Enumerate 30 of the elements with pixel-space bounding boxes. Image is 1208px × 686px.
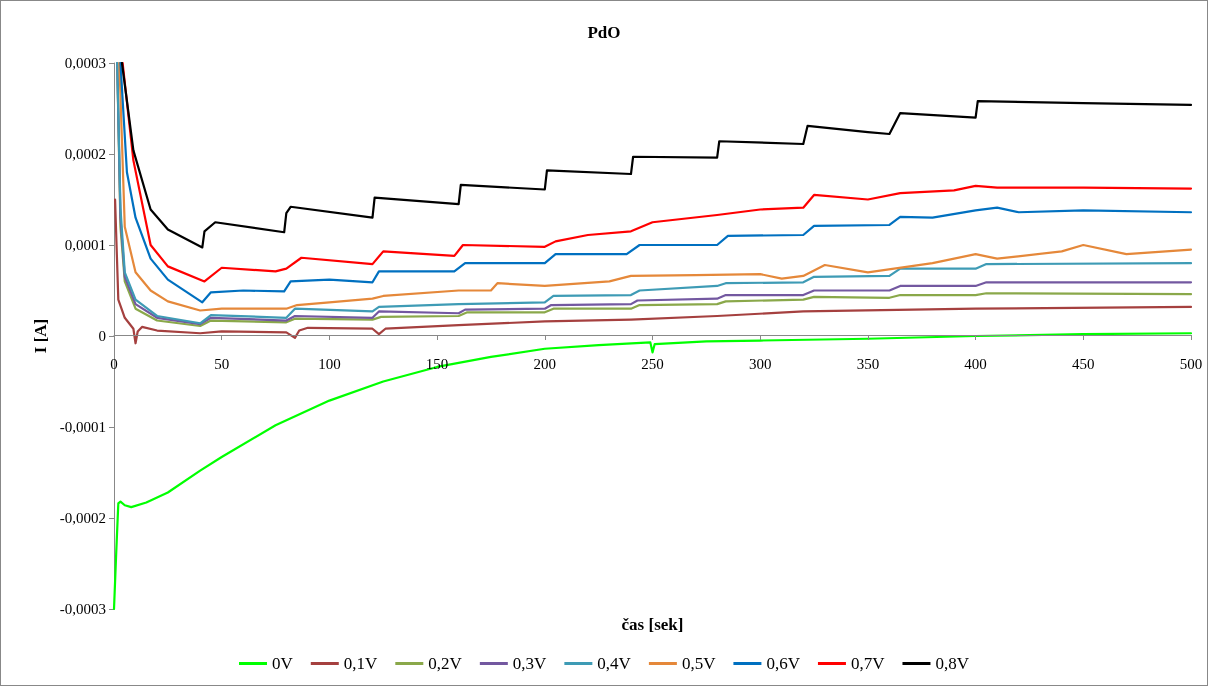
x-tick-label: 450 — [1072, 355, 1095, 372]
x-tick-label: 250 — [641, 355, 664, 372]
y-tick-label: 0,0001 — [64, 237, 106, 253]
x-tick-label: 300 — [748, 355, 772, 372]
legend-label: 0,6V — [766, 654, 801, 673]
y-tick-label: 0,0002 — [64, 146, 106, 162]
legend-label: 0,8V — [935, 654, 970, 673]
y-tick-label: -0,0001 — [59, 419, 106, 435]
legend-label: 0,3V — [512, 654, 548, 673]
x-axis-title: čas [sek] — [621, 615, 684, 634]
x-tick-label: 350 — [856, 355, 880, 372]
y-axis-title: I [A] — [30, 318, 50, 354]
x-tick-label: 100 — [318, 355, 341, 372]
x-tick-label: 50 — [214, 355, 230, 372]
y-tick-label: -0,0003 — [59, 601, 106, 617]
y-tick-label: -0,0002 — [59, 510, 106, 526]
legend-label: 0,7V — [850, 654, 886, 673]
y-tick-label: 0 — [98, 328, 106, 344]
legend-label: 0,4V — [597, 654, 632, 673]
x-tick-label: 200 — [533, 355, 557, 372]
y-tick-label: 0,0003 — [64, 55, 106, 71]
legend-label: 0,1V — [343, 654, 379, 673]
legend-label: 0V — [272, 654, 294, 673]
x-tick-label: 500 — [1179, 355, 1203, 372]
legend-label: 0,2V — [428, 654, 463, 673]
legend-label: 0,5V — [681, 654, 717, 673]
line-series — [120, 61, 1193, 249]
x-tick-label: 0 — [110, 355, 118, 372]
x-tick-label: 400 — [964, 355, 987, 372]
chart-title: PdO — [587, 23, 621, 42]
